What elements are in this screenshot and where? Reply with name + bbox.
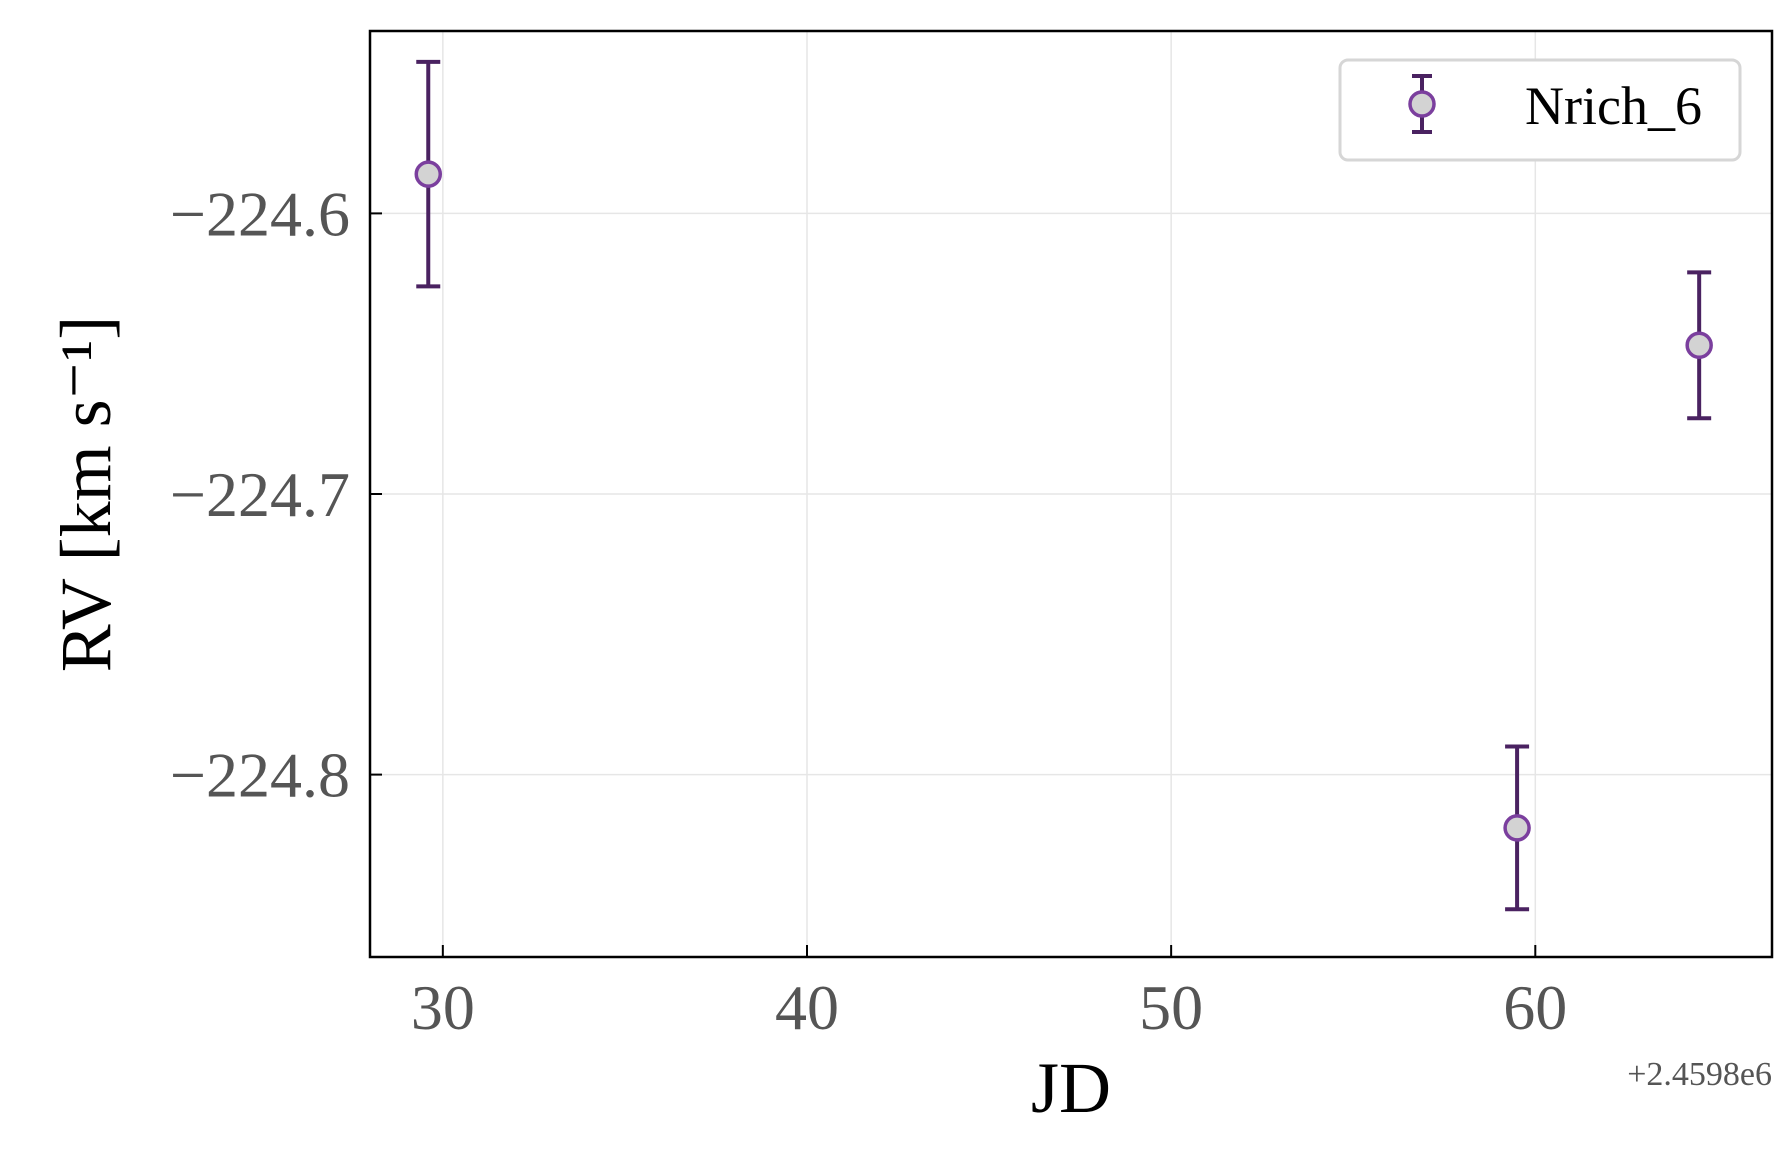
legend-entry-label: Nrich_6	[1525, 76, 1702, 136]
x-tick-label: 60	[1503, 972, 1567, 1043]
tick-labels: 30 40 50 60 −224.6 −224.7 −224.8	[170, 178, 1567, 1043]
axis-ticks	[370, 212, 1537, 957]
x-tick-label: 40	[775, 972, 839, 1043]
plot-frame	[368, 29, 1774, 959]
y-tick-label: −224.7	[170, 459, 350, 530]
x-tick-label: 50	[1139, 972, 1203, 1043]
data-points	[414, 59, 1713, 912]
legend-box	[1338, 58, 1742, 162]
y-tick-label: −224.6	[170, 178, 350, 249]
x-axis-title: JD	[1031, 1048, 1111, 1128]
legend: Nrich_6	[1338, 58, 1742, 162]
point-marker	[414, 160, 443, 188]
y-axis-title: RV [km s⁻¹]	[46, 316, 126, 673]
y-tick-label: −224.8	[170, 740, 350, 811]
point-marker	[1685, 331, 1713, 360]
data-point	[414, 59, 443, 289]
point-marker	[1503, 814, 1531, 842]
x-tick-label: 30	[411, 972, 475, 1043]
legend-marker-icon	[1408, 74, 1436, 134]
x-offset-label: +2.4598e6	[1627, 1056, 1772, 1093]
data-point	[1685, 270, 1713, 421]
grid-lines	[370, 31, 1772, 957]
data-point	[1503, 744, 1531, 912]
legend-marker-circle	[1408, 90, 1436, 118]
